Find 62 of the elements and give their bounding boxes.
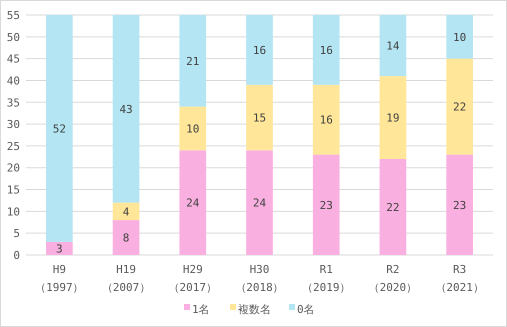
y-tick-label: 30 [6, 118, 20, 132]
bar [380, 76, 406, 159]
y-tick-label: 50 [6, 30, 20, 44]
x-tick-label: H9 （1997） [35, 263, 84, 294]
x-tick-label: R3 （2021） [435, 263, 484, 294]
y-tick-label: 40 [6, 74, 20, 88]
data-label: 22 [453, 100, 466, 114]
bar [179, 15, 206, 107]
bar [112, 220, 140, 255]
bar [179, 150, 206, 255]
y-tick-label: 15 [6, 184, 20, 197]
data-label: 23 [320, 198, 333, 212]
bar [380, 159, 406, 255]
data-label: 43 [119, 102, 133, 116]
data-label: 4 [122, 205, 130, 218]
y-tick-label: 10 [6, 205, 20, 218]
data-label: 24 [186, 196, 200, 210]
y-tick-label: 0 [13, 249, 20, 262]
legend-label: 0名 [297, 303, 315, 316]
data-label: 23 [453, 198, 466, 212]
x-tick-label: R2 （2020） [368, 263, 418, 294]
bar [179, 106, 206, 150]
data-label: 22 [386, 201, 400, 214]
y-tick-label: 55 [6, 9, 20, 22]
y-tick-label: 35 [6, 96, 20, 110]
data-label: 14 [386, 40, 400, 53]
data-label: 16 [320, 44, 333, 57]
data-label: 8 [122, 232, 130, 245]
x-tick-label: H19 （2007） [102, 263, 150, 294]
bar [112, 202, 140, 220]
data-label: 52 [52, 122, 66, 136]
bar [312, 15, 340, 85]
legend-label: 複数名 [238, 303, 271, 316]
x-tick-label: R1 （2019） [302, 263, 350, 294]
bar [446, 15, 473, 59]
bar [446, 154, 473, 255]
legend-label: 1名 [192, 303, 210, 316]
data-label: 19 [386, 112, 400, 125]
bar [246, 15, 273, 85]
y-tick-label: 20 [6, 162, 20, 175]
data-label: 10 [186, 122, 200, 136]
bar [380, 15, 406, 76]
data-label: 15 [252, 112, 266, 125]
data-label: 21 [186, 54, 200, 68]
y-tick-label: 25 [6, 140, 20, 153]
data-label: 10 [453, 30, 466, 44]
bar [46, 242, 73, 255]
data-label: 16 [252, 44, 266, 57]
bar [312, 154, 340, 255]
bar [246, 84, 273, 150]
bar [46, 15, 73, 242]
data-label: 3 [56, 242, 63, 256]
x-tick-label: H29 （2017） [168, 263, 218, 294]
bar [446, 58, 473, 155]
bar [312, 84, 340, 155]
data-label: 24 [252, 196, 266, 210]
data-label: 16 [320, 114, 333, 127]
x-tick-label: H30 （2018） [235, 263, 284, 294]
y-tick-label: 45 [6, 52, 20, 66]
bar [246, 150, 273, 255]
y-tick-label: 5 [13, 227, 20, 240]
bar [112, 15, 140, 203]
